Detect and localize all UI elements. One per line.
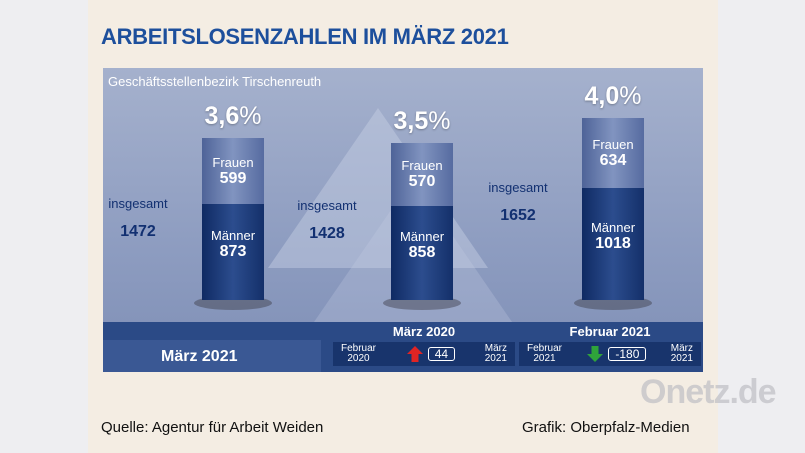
arrow-up-icon [406,346,423,362]
source-note: Quelle: Agentur für Arbeit Weiden [101,419,324,436]
rate-label: 3,5% [393,106,451,135]
chart-title: ARBEITSLOSENZAHLEN IM MÄRZ 2021 [101,24,509,49]
bar-segment-maenner: Männer 858 [391,205,453,300]
segment-label: Frauen [401,158,443,174]
segment-label: Männer [590,220,636,235]
bar-segment-frauen: Frauen 634 [582,118,644,188]
bar-segment-maenner: Männer 1018 [582,188,644,300]
watermark-logo: Onetz.de [640,373,777,411]
data-label: 599 [219,170,247,188]
from-period: Februar 2020 [341,343,377,364]
total-value: 1652 [500,207,536,225]
comparison-1: Februar 2021 Februar 2021 -180 März 2021 [519,324,701,366]
rate-label: 4,0% [584,82,642,111]
change-value: 44 [427,347,456,361]
comparison-heading: Februar 2021 [569,324,651,339]
data-label: 873 [219,242,247,260]
subtitle: Geschäftsstellenbezirk Tirschenreuth [108,74,322,89]
from-period: Februar 2021 [527,343,563,364]
total-label: insgesamt 1428 [282,198,372,243]
bar-segment-maenner: Männer 873 [202,203,264,300]
total-value: 1428 [309,224,345,242]
rate-label: 3,6% [204,102,262,131]
data-label: 1018 [595,235,631,252]
data-label: 634 [599,152,627,170]
segment-label: Frauen [212,155,254,171]
to-period: März 2021 [484,343,507,364]
total-value: 1472 [120,222,156,240]
arrow-down-icon [587,346,604,362]
total-label: insgesamt 1652 [473,180,563,225]
chart-panel: Geschäftsstellenbezirk Tirschenreuth Fra… [103,68,703,372]
segment-label: Männer [210,227,256,243]
bar-segment-frauen: Frauen 570 [391,142,453,206]
total-label: insgesamt 1472 [103,196,183,241]
segment-label: Frauen [592,137,634,153]
current-month-label: März 2021 [103,340,321,372]
change-value: -180 [608,347,647,361]
comparison-0: März 2020 Februar 2020 44 März 2021 [333,324,515,366]
credit-note: Grafik: Oberpfalz-Medien [522,419,690,436]
data-label: 570 [408,173,436,191]
data-label: 858 [408,243,436,261]
bar-segment-frauen: Frauen 599 [202,138,264,204]
segment-label: Männer [399,228,445,244]
to-period: März 2021 [670,343,693,364]
comparison-heading: März 2020 [392,324,456,339]
